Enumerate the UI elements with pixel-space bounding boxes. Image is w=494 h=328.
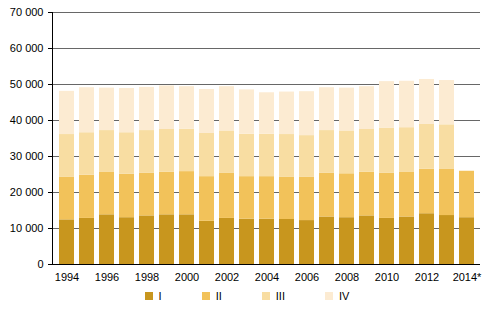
svg-text:0: 0 xyxy=(37,258,43,270)
svg-text:2004: 2004 xyxy=(255,271,279,283)
svg-text:60 000: 60 000 xyxy=(10,42,44,54)
html-text:III: III xyxy=(275,290,285,302)
svg-text:2000: 2000 xyxy=(175,271,199,283)
svg-text:40 000: 40 000 xyxy=(10,114,44,126)
svg-text:1998: 1998 xyxy=(135,271,159,283)
html-text:I: I xyxy=(158,290,162,302)
svg-text:1994: 1994 xyxy=(55,271,79,283)
svg-text:2006: 2006 xyxy=(295,271,319,283)
html-text:IV: IV xyxy=(339,290,350,302)
svg-text:1996: 1996 xyxy=(95,271,119,283)
svg-text:2008: 2008 xyxy=(335,271,359,283)
svg-text:20 000: 20 000 xyxy=(10,186,44,198)
svg-text:2014*: 2014* xyxy=(453,271,482,283)
svg-text:70 000: 70 000 xyxy=(10,6,44,18)
svg-text:10 000: 10 000 xyxy=(10,222,44,234)
svg-text:50 000: 50 000 xyxy=(10,78,44,90)
html-text:II: II xyxy=(215,290,222,302)
svg-text:2002: 2002 xyxy=(215,271,239,283)
svg-text:2012: 2012 xyxy=(415,271,439,283)
svg-text:30 000: 30 000 xyxy=(10,150,44,162)
svg-text:2010: 2010 xyxy=(375,271,399,283)
